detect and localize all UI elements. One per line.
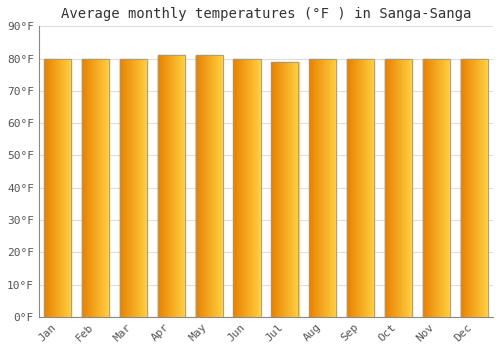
Bar	[234, 58, 260, 317]
Bar	[422, 58, 450, 317]
Bar	[44, 58, 72, 317]
Bar	[120, 58, 147, 317]
Bar	[385, 58, 412, 317]
Bar	[347, 58, 374, 317]
Bar	[82, 58, 109, 317]
Bar	[271, 62, 298, 317]
Bar	[158, 55, 185, 317]
Bar	[309, 58, 336, 317]
Title: Average monthly temperatures (°F ) in Sanga-Sanga: Average monthly temperatures (°F ) in Sa…	[60, 7, 471, 21]
Bar	[196, 55, 223, 317]
Bar	[460, 58, 488, 317]
